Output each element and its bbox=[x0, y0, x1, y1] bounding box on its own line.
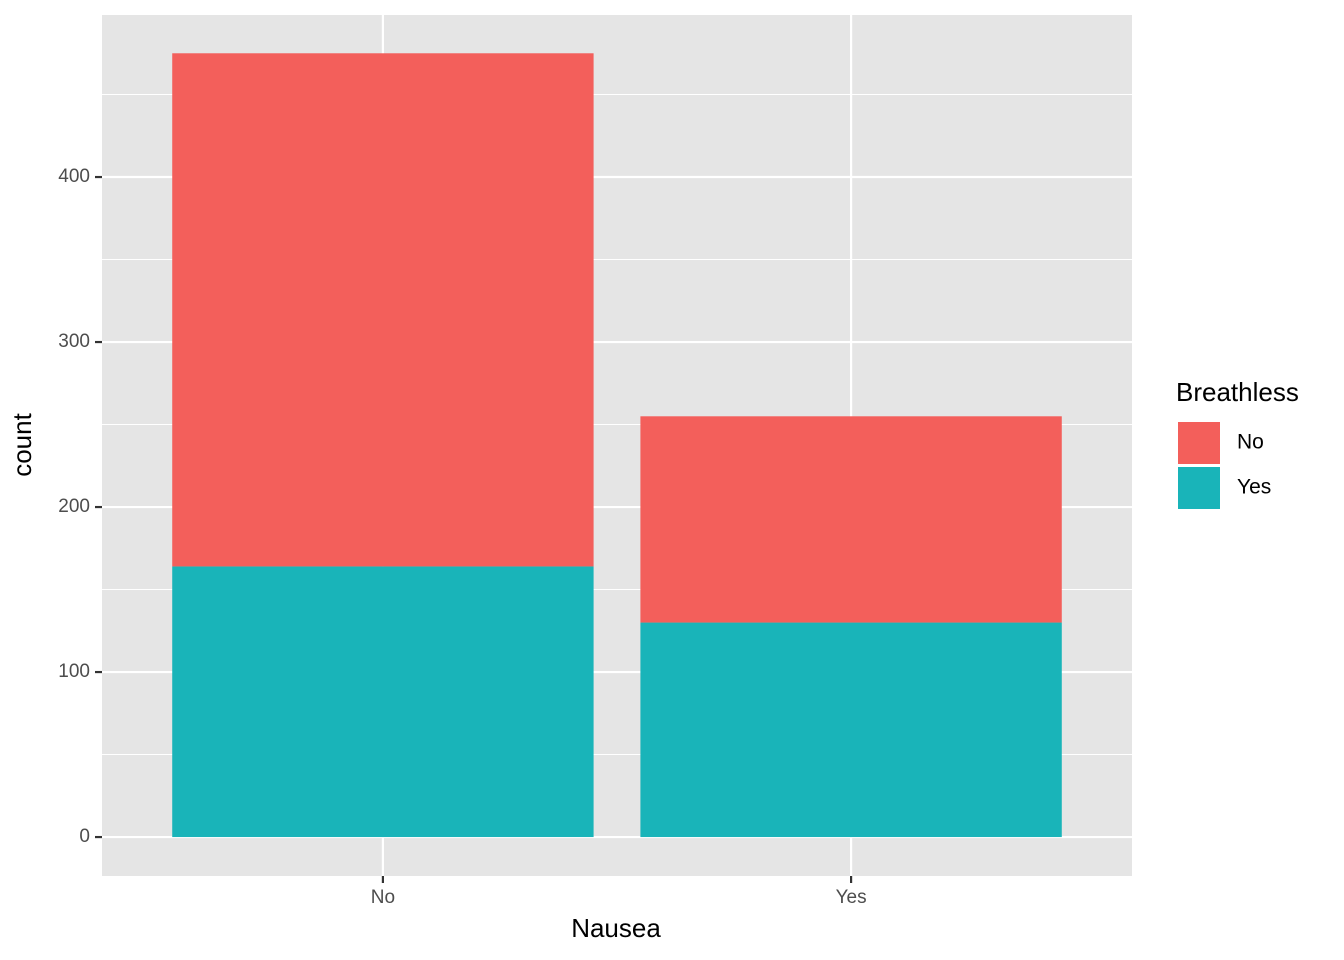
y-tick-label: 0 bbox=[79, 826, 90, 847]
x-axis-title: Nausea bbox=[571, 913, 661, 943]
bar-segment bbox=[172, 566, 594, 838]
legend-label: No bbox=[1237, 431, 1264, 454]
x-tick-label: No bbox=[371, 887, 395, 908]
y-tick-label: 300 bbox=[58, 331, 90, 352]
bar-segment bbox=[640, 622, 1062, 838]
y-tick-label: 400 bbox=[58, 166, 90, 187]
legend-title: Breathless bbox=[1176, 377, 1299, 407]
x-tick-label: Yes bbox=[836, 887, 867, 908]
bar-segment bbox=[640, 416, 1062, 623]
y-axis-title: count bbox=[7, 412, 37, 476]
bar-segment bbox=[172, 53, 594, 567]
y-tick-label: 200 bbox=[58, 496, 90, 517]
y-tick-label: 100 bbox=[58, 661, 90, 682]
legend-key bbox=[1178, 422, 1220, 464]
legend-label: Yes bbox=[1237, 476, 1271, 499]
legend-key bbox=[1178, 467, 1220, 509]
